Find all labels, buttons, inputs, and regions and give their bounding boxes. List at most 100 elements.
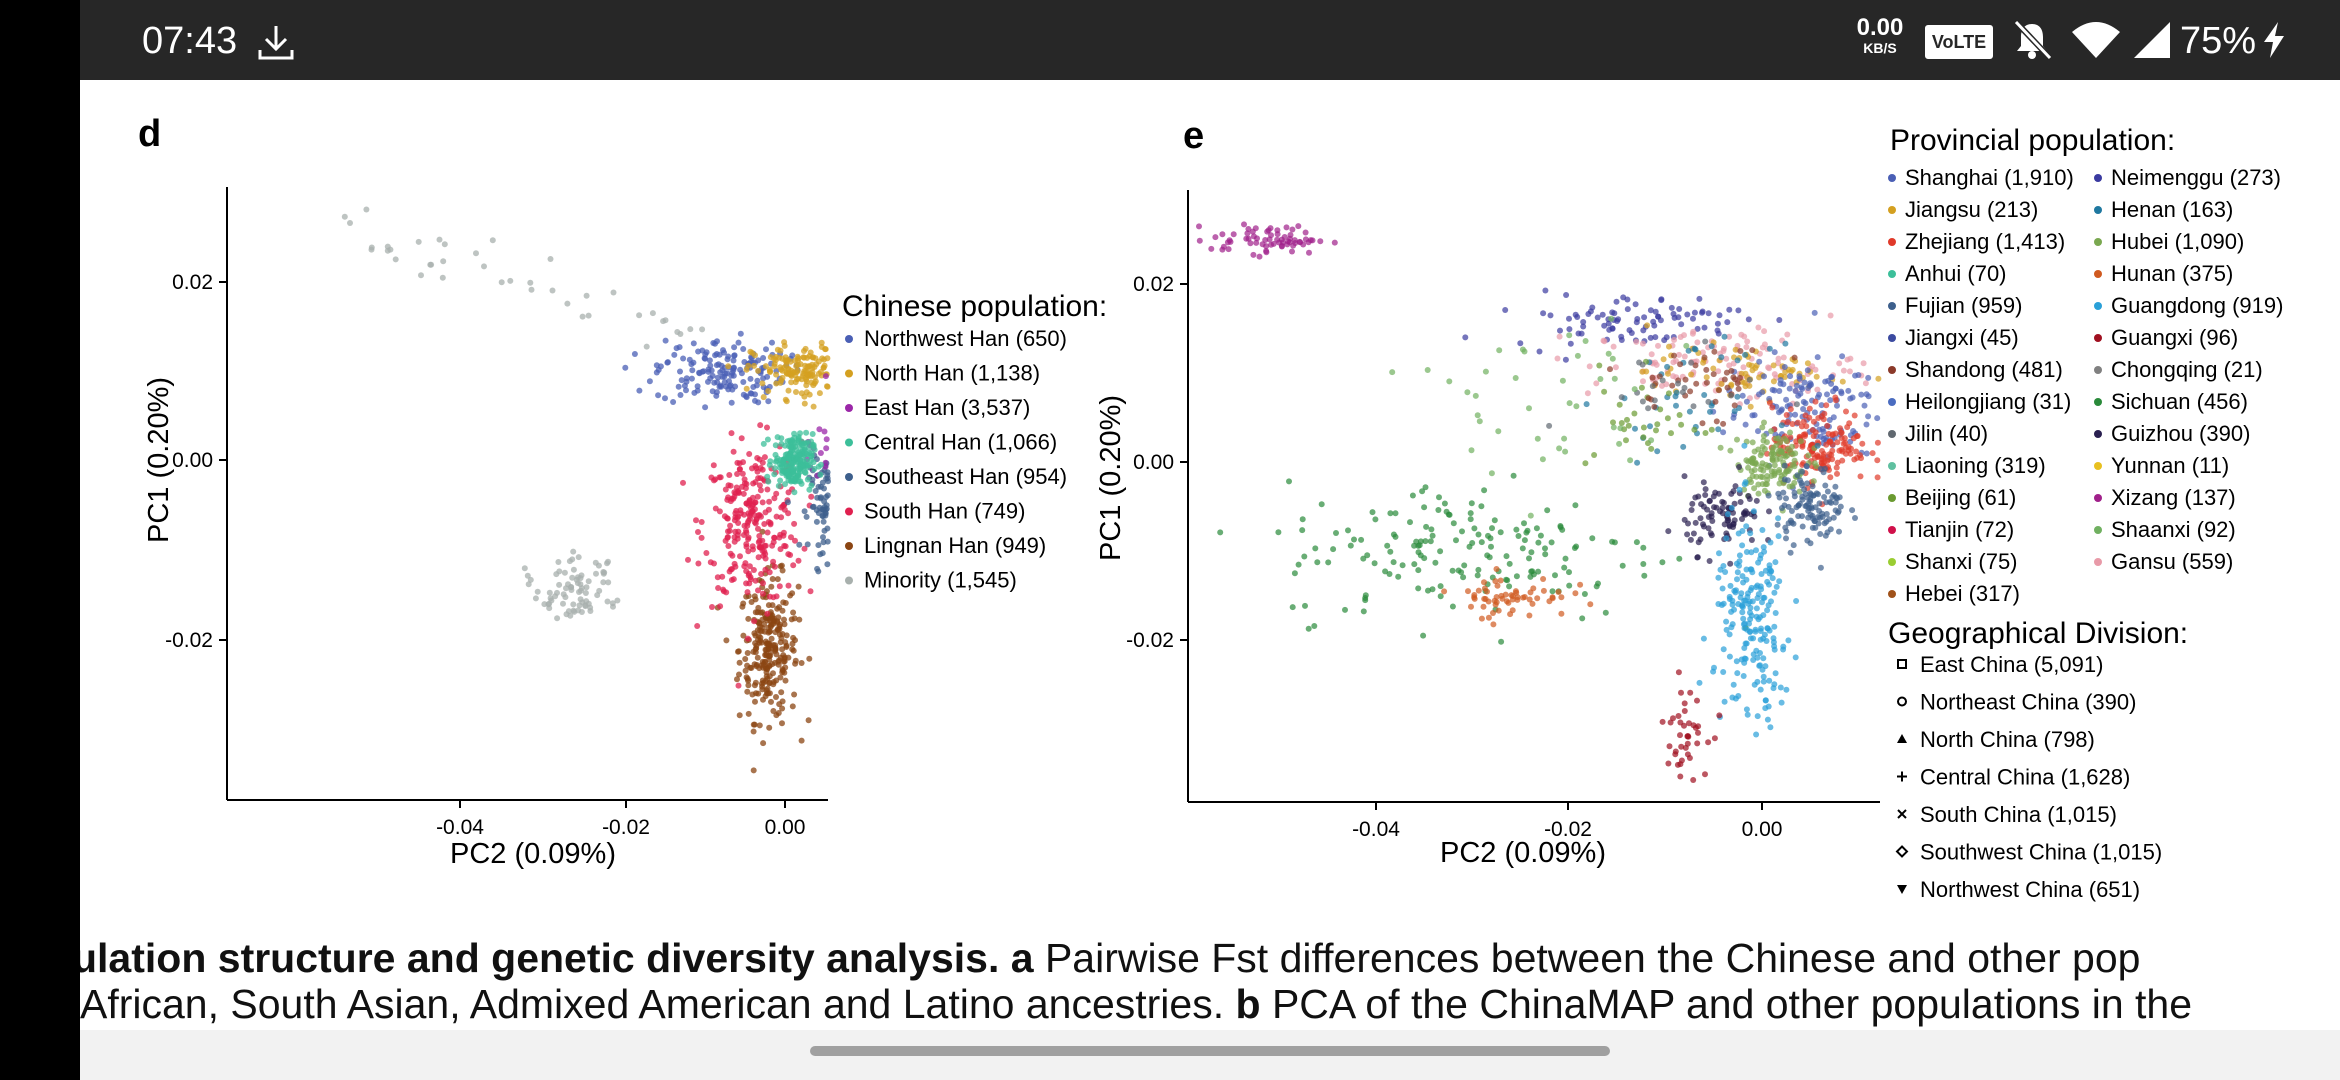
- scatter-point: [1467, 516, 1474, 523]
- scatter-point: [1640, 561, 1647, 567]
- scatter-point: [1369, 509, 1376, 516]
- scatter-point: [1783, 535, 1789, 542]
- scatter-point: [715, 361, 722, 368]
- scatter-point: [1562, 448, 1569, 455]
- scatter-point: [583, 292, 590, 299]
- scatter-point: [1703, 379, 1710, 386]
- scatter-point: [817, 450, 824, 456]
- scatter-point: [436, 236, 443, 243]
- scatter-point: [671, 351, 678, 358]
- scatter-point: [701, 355, 708, 362]
- scatter-point: [1716, 712, 1723, 719]
- scatter-point: [1580, 319, 1587, 325]
- scatter-point: [731, 352, 738, 359]
- scatter-point: [751, 618, 758, 625]
- scatter-point: [1485, 614, 1492, 621]
- scatter-point: [1480, 603, 1487, 610]
- scatter-point: [1230, 231, 1237, 238]
- scatter-point: [1618, 337, 1625, 343]
- scatter-point: [740, 490, 747, 497]
- scatter-point: [1767, 539, 1774, 546]
- scatter-point: [779, 720, 785, 727]
- scatter-point: [1776, 388, 1783, 394]
- scatter-point: [782, 639, 789, 646]
- scatter-point: [1865, 374, 1872, 381]
- scatter-point: [1799, 523, 1806, 530]
- scatter-point: [1631, 386, 1638, 393]
- legend-swatch: [1888, 174, 1896, 182]
- scatter-point: [1693, 380, 1700, 387]
- legend-entry: Yunnan (11): [2111, 453, 2229, 478]
- scatter-point: [1196, 237, 1203, 244]
- legend-entry: Jiangsu (213): [1905, 197, 2038, 222]
- scatter-point: [1741, 625, 1748, 632]
- scatter-point: [1422, 484, 1429, 491]
- scatter-point: [1810, 433, 1817, 440]
- scatter-point: [1783, 686, 1790, 693]
- scatter-point: [1755, 559, 1762, 566]
- scatter-point: [1471, 525, 1478, 532]
- scatter-point: [1827, 526, 1834, 533]
- scatter-point: [1696, 295, 1703, 302]
- scatter-point: [1724, 511, 1731, 518]
- y-tick-label: 0.02: [1133, 273, 1174, 296]
- scatter-point: [1632, 425, 1638, 432]
- scatter-point: [690, 340, 697, 347]
- scatter-point: [1830, 388, 1837, 395]
- scatter-point: [1719, 498, 1726, 505]
- scatter-point: [1847, 395, 1854, 402]
- scatter-point: [1432, 559, 1439, 566]
- scatter-point: [1752, 626, 1759, 633]
- scatter-point: [1703, 366, 1710, 373]
- net-speed-value: 0.00: [1856, 14, 1904, 41]
- legend-entry: Shaanxi (92): [2111, 517, 2236, 542]
- scatter-point: [1780, 489, 1787, 496]
- scatter-point: [792, 637, 798, 644]
- scatter-point: [1828, 499, 1835, 506]
- scatter-point: [1766, 508, 1772, 515]
- scatter-point: [1755, 481, 1762, 488]
- scatter-point: [1742, 370, 1749, 377]
- scatter-point: [1748, 456, 1755, 463]
- scatter-point: [1671, 352, 1677, 359]
- scatter-point: [1739, 392, 1746, 399]
- legend-entry: Tianjin (72): [1905, 517, 2014, 542]
- scatter-point: [1723, 618, 1730, 625]
- scatter-point: [1450, 520, 1457, 527]
- scatter-point: [1256, 253, 1263, 260]
- legend-entry: Jiangxi (45): [1905, 325, 2019, 350]
- legend-entry: Hubei (1,090): [2111, 229, 2244, 254]
- scatter-point: [736, 659, 743, 666]
- scatter-point: [1659, 559, 1666, 566]
- scatter-point: [1504, 577, 1511, 584]
- panel-d-x-label: PC2 (0.09%): [450, 838, 616, 870]
- scatter-point: [1595, 580, 1601, 587]
- legend-entry: Liaoning (319): [1905, 453, 2046, 478]
- scatter-point: [1371, 560, 1378, 567]
- home-indicator[interactable]: [810, 1046, 1610, 1056]
- scatter-point: [1506, 583, 1513, 590]
- scatter-point: [1690, 403, 1697, 410]
- scatter-point: [1654, 421, 1661, 428]
- scatter-point: [775, 482, 782, 489]
- scatter-point: [779, 567, 786, 574]
- scatter-point: [1643, 368, 1650, 375]
- scatter-point: [680, 479, 686, 486]
- scatter-point: [1640, 434, 1647, 441]
- scatter-point: [1778, 407, 1785, 414]
- scatter-point: [766, 593, 773, 600]
- legend-swatch: [2094, 558, 2102, 566]
- scatter-point: [753, 516, 760, 522]
- scatter-point: [744, 688, 751, 695]
- scatter-point: [790, 468, 797, 475]
- mute-icon: [2010, 18, 2054, 67]
- caption-line-1-text: Pairwise Fst differences between the Chi…: [1033, 935, 2141, 981]
- scatter-point: [1453, 537, 1459, 544]
- scatter-point: [788, 534, 794, 541]
- scatter-point: [753, 690, 759, 697]
- scatter-point: [1556, 445, 1563, 452]
- scatter-point: [1718, 380, 1725, 387]
- scatter-point: [766, 640, 773, 647]
- panel-d-legend: Northwest Han (650)North Han (1,138)East…: [845, 326, 1067, 593]
- legend-entry: Shandong (481): [1905, 357, 2063, 382]
